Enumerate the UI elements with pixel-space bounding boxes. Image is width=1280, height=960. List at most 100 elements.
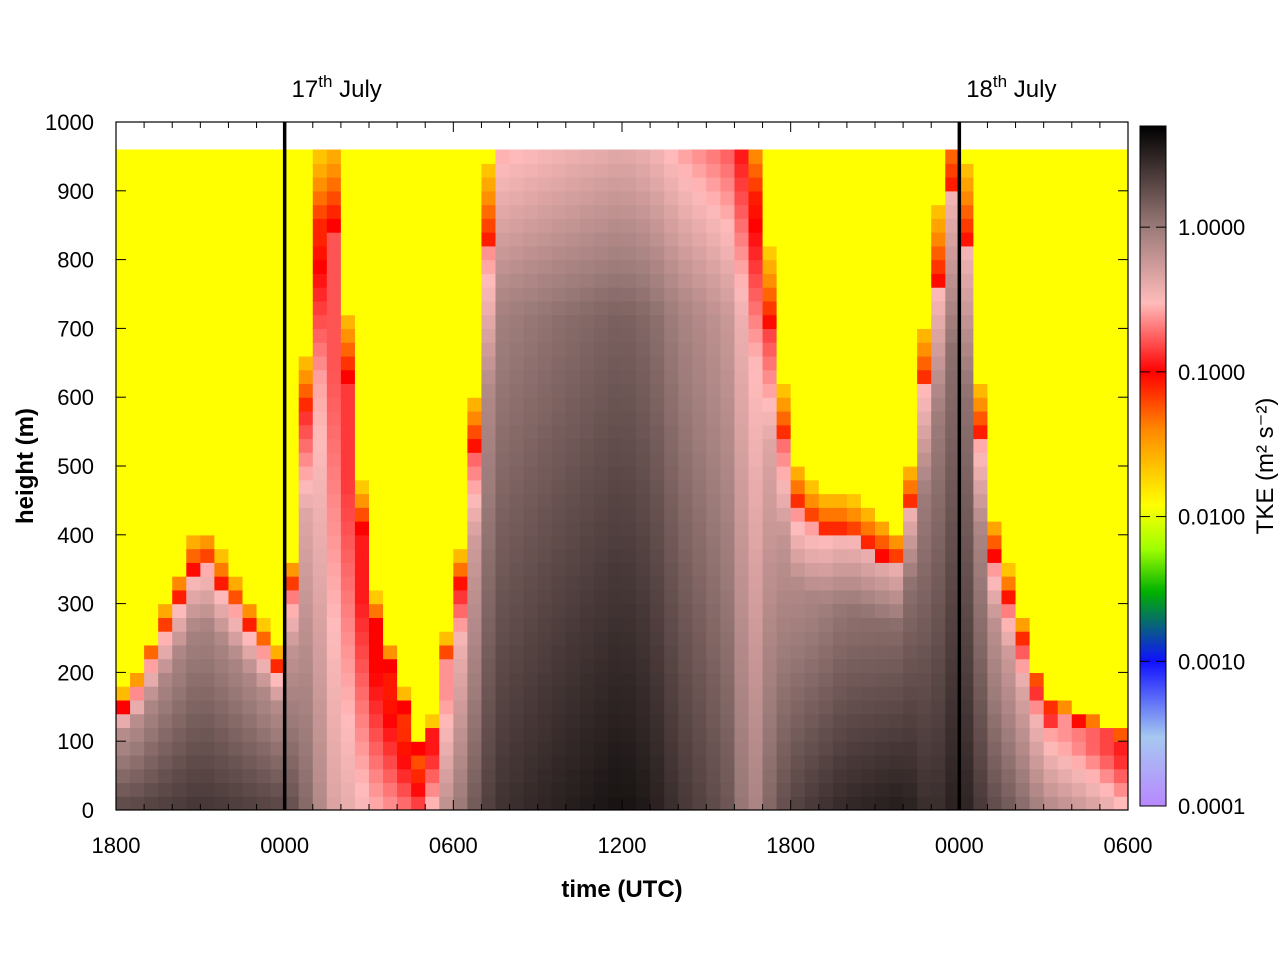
heatmap-cell (340, 149, 356, 164)
heatmap-cell (1071, 410, 1087, 426)
heatmap-cell (1113, 658, 1128, 673)
heatmap-cell (1015, 644, 1031, 660)
heatmap-cell (397, 617, 412, 632)
heatmap-cell (298, 190, 314, 206)
heatmap-cell (495, 507, 511, 522)
heatmap-cell (1043, 589, 1059, 605)
heatmap-cell (397, 768, 412, 784)
heatmap-cell (1085, 699, 1101, 715)
heatmap-cell (650, 534, 665, 550)
heatmap-cell (354, 369, 370, 385)
x-axis: 1800 0000 0600 1200 1800 0000 0600 (92, 122, 1152, 858)
heatmap-cell (973, 190, 989, 206)
heatmap-cell (636, 741, 651, 756)
heatmap-cell (228, 521, 244, 536)
heatmap-cell (116, 355, 131, 371)
heatmap-cell (256, 507, 272, 522)
heatmap-cell (720, 548, 736, 563)
heatmap-cell (706, 521, 721, 536)
heatmap-cell (706, 686, 721, 701)
heatmap-cell (397, 149, 412, 164)
heatmap-cell (284, 658, 300, 673)
heatmap-cell (917, 342, 932, 357)
heatmap-cell (903, 507, 918, 522)
heatmap-cell (537, 644, 553, 660)
heatmap-cell (706, 617, 721, 632)
heatmap-cell (903, 617, 918, 632)
heatmap-cell (326, 383, 342, 398)
heatmap-cell (664, 424, 679, 440)
heatmap-cell (228, 300, 244, 316)
heatmap-cell (678, 493, 693, 508)
heatmap-cell (973, 177, 989, 192)
heatmap-cell (369, 768, 384, 784)
heatmap-cell (650, 562, 665, 577)
heatmap-cell (973, 617, 989, 632)
heatmap-cell (186, 493, 201, 508)
heatmap-cell (551, 438, 567, 453)
heatmap-cell (298, 383, 314, 398)
heatmap-cell (425, 658, 440, 673)
heatmap-cell (481, 259, 497, 274)
heatmap-cell (818, 699, 834, 715)
heatmap-cell (326, 177, 342, 192)
heatmap-cell (354, 163, 370, 178)
heatmap-cell (607, 754, 623, 770)
heatmap-cell (987, 314, 1003, 329)
heatmap-cell (1085, 218, 1101, 233)
heatmap-cell (383, 300, 398, 316)
heatmap-cell (214, 190, 230, 206)
heatmap-cell (214, 658, 230, 673)
heatmap-cell (706, 218, 721, 233)
heatmap-cell (875, 796, 890, 810)
heatmap-cell (593, 273, 609, 288)
heatmap-cell (903, 355, 918, 371)
heatmap-cell (762, 782, 778, 797)
heatmap-cell (1029, 644, 1045, 660)
heatmap-cell (931, 562, 946, 577)
heatmap-cell (1015, 741, 1031, 756)
heatmap-cell (776, 576, 792, 591)
heatmap-cell (1015, 589, 1031, 605)
heatmap-cell (326, 397, 342, 412)
heatmap-cell (425, 534, 440, 550)
heatmap-cell (720, 300, 736, 316)
heatmap-cell (706, 562, 721, 577)
heatmap-cell (383, 328, 398, 343)
heatmap-cell (1057, 452, 1073, 467)
heatmap-cell (678, 204, 693, 219)
heatmap-cell (1057, 782, 1073, 797)
heatmap-cell (481, 576, 497, 591)
heatmap-cell (298, 686, 314, 701)
heatmap-cell (607, 631, 623, 646)
heatmap-cell (228, 672, 244, 687)
heatmap-cell (1057, 410, 1073, 426)
heatmap-cell (354, 672, 370, 687)
heatmap-cell (1085, 754, 1101, 770)
heatmap-cell (706, 727, 721, 742)
heatmap-cell (959, 397, 974, 412)
heatmap-cell (832, 190, 848, 206)
heatmap-cell (692, 727, 707, 742)
heatmap-cell (692, 644, 707, 660)
heatmap-cell (945, 369, 960, 385)
heatmap-cell (678, 768, 693, 784)
heatmap-cell (411, 507, 426, 522)
heatmap-cell (397, 218, 412, 233)
heatmap-cell (790, 397, 806, 412)
heatmap-cell (1099, 383, 1115, 398)
heatmap-cell (860, 314, 876, 329)
heatmap-cell (1085, 190, 1101, 206)
heatmap-cell (762, 576, 778, 591)
heatmap-cell (818, 314, 834, 329)
heatmap-cell (917, 287, 932, 302)
heatmap-cell (762, 562, 778, 577)
heatmap-cell (776, 589, 792, 605)
heatmap-cell (1099, 768, 1115, 784)
heatmap-cell (200, 548, 215, 563)
heatmap-cell (411, 410, 426, 426)
heatmap-cell (467, 438, 483, 453)
heatmap-cell (1113, 273, 1128, 288)
heatmap-cell (537, 259, 553, 274)
heatmap-cell (1057, 796, 1073, 810)
